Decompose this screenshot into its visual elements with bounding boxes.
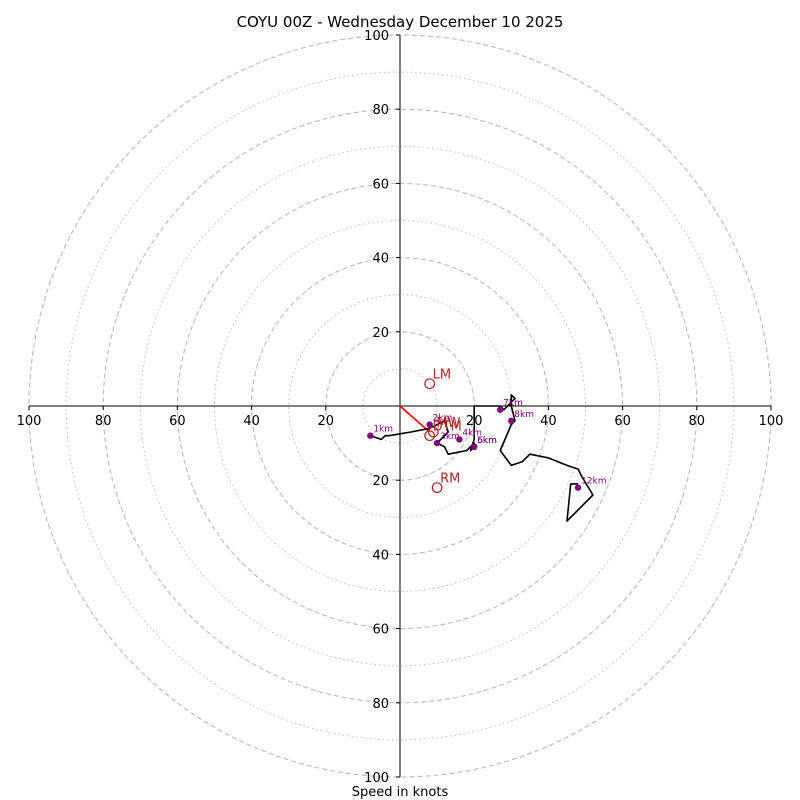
tick-labels: 100 80 60 40 20 20 40 60 80 100100806040202040608…	[17, 29, 784, 786]
storm-motion-label: RM	[440, 472, 460, 487]
y-tick-label: 20	[372, 326, 389, 341]
y-tick-label: 80	[372, 103, 389, 118]
storm-motion-label: DTM	[433, 420, 462, 435]
storm-motion-label: MW	[436, 416, 460, 431]
height-marker-12km	[574, 484, 582, 491]
x-tick-label: 80	[95, 414, 112, 429]
height-marker-label: 6km	[477, 436, 497, 446]
storm-motion-LM	[424, 378, 436, 390]
storm-motion-MW	[427, 426, 439, 438]
shear-vector	[399, 405, 431, 433]
x-tick-label: 40	[540, 414, 557, 429]
height-marker-3km	[433, 439, 441, 447]
height-marker-8km	[508, 417, 515, 425]
x-tick-label: 60	[169, 414, 186, 429]
y-tick-label: 60	[372, 177, 389, 192]
y-tick-label: 100	[364, 771, 389, 786]
y-tick-label: 40	[372, 252, 389, 267]
height-marker-label: 1km	[373, 425, 393, 435]
storm-motion-RM	[431, 482, 443, 494]
height-marker-label: 8km	[514, 410, 534, 420]
x-tick-label: 80	[689, 414, 706, 429]
y-tick-label: 80	[372, 697, 389, 712]
height-marker-label: 7km	[503, 399, 523, 409]
height-marker-2km	[426, 421, 433, 428]
x-tick-label: 40	[243, 414, 260, 429]
height-marker-6km	[471, 443, 478, 451]
storm-motion-DTM	[424, 430, 436, 442]
height-marker-4km	[456, 436, 463, 443]
x-tick-label: 100	[17, 414, 42, 429]
x-tick-label: 100	[759, 414, 784, 429]
height-marker-label: 3km	[440, 432, 460, 442]
y-tick-label: 40	[372, 548, 389, 563]
x-tick-label: 60	[614, 414, 631, 429]
x-tick-label: 20	[318, 414, 335, 429]
y-tick-label: 100	[364, 29, 389, 44]
y-tick-label: 60	[372, 623, 389, 638]
storm-motion-label: LM	[433, 368, 451, 383]
x-axis-label: Speed in knots	[352, 785, 449, 800]
y-tick-label: 20	[372, 474, 389, 489]
chart-title: COYU 00Z - Wednesday December 10 2025	[237, 13, 564, 31]
height-marker-label: 4km	[462, 428, 482, 438]
height-marker-1km	[367, 432, 374, 439]
height-marker-label: 2km	[433, 414, 453, 424]
height-marker-label: 5km	[477, 436, 497, 446]
height-marker-label: 12km	[581, 477, 606, 487]
height-marker-7km	[496, 406, 504, 413]
